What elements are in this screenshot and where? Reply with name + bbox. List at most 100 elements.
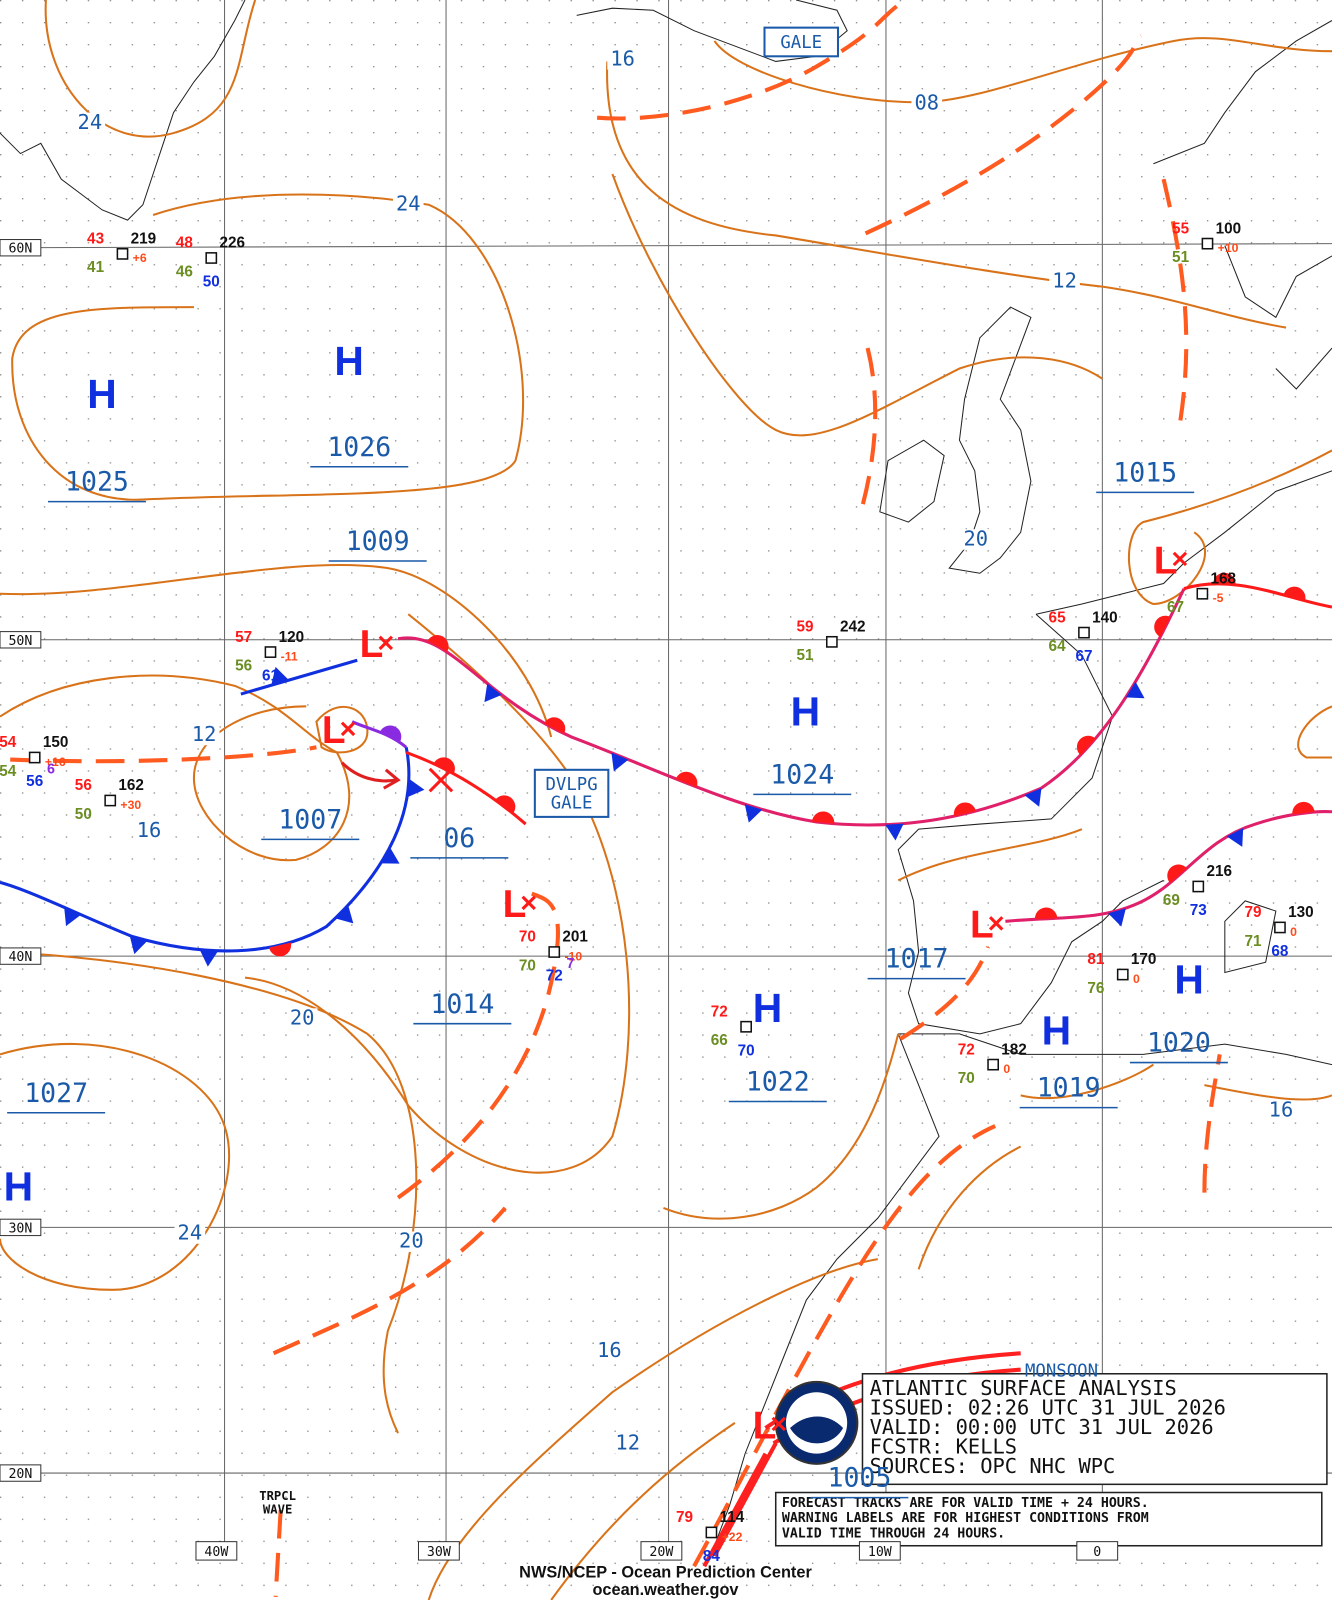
station-temp: 79 xyxy=(676,1509,693,1526)
warm-symbol xyxy=(427,635,449,652)
latitude-label: 50N xyxy=(8,634,32,649)
front-symbol xyxy=(611,752,629,772)
coastlines xyxy=(0,0,1332,1546)
station-dewpoint: 76 xyxy=(1087,980,1104,997)
station-tendency: 0 xyxy=(1133,972,1140,986)
station-marker xyxy=(740,1020,752,1033)
front-symbol xyxy=(199,949,219,967)
station-dewpoint: 51 xyxy=(796,647,813,664)
longitude-label: 30W xyxy=(427,1545,451,1560)
warning-label: MONSOON xyxy=(1025,1362,1098,1382)
pressure-label: 1017 xyxy=(885,944,949,975)
front-symbol xyxy=(1034,907,1058,920)
troughs xyxy=(10,3,1222,1598)
isobar-label: 12 xyxy=(615,1430,640,1454)
warning-box xyxy=(763,26,840,58)
pressure-label: 1007 xyxy=(278,804,342,835)
station-marker xyxy=(264,646,277,658)
station-tendency: 0 xyxy=(1003,1062,1010,1076)
front-symbol xyxy=(427,635,449,652)
cold-symbol xyxy=(271,666,289,686)
cold-symbol xyxy=(335,905,354,924)
station-sst: 61 xyxy=(262,668,279,685)
station-dewpoint: 64 xyxy=(1049,638,1066,655)
station-temp: 55 xyxy=(1172,220,1189,237)
station-marker xyxy=(116,247,129,260)
station-pressure: 150 xyxy=(43,734,69,751)
front-symbol xyxy=(885,823,904,841)
pressure-label: 1005 xyxy=(827,1463,891,1494)
isobar-label: 24 xyxy=(178,1221,203,1245)
station-dewpoint: 56 xyxy=(235,657,252,674)
label-box xyxy=(417,1541,460,1561)
front-symbol xyxy=(129,935,148,955)
isobar-label: 16 xyxy=(1269,1098,1294,1122)
station-dewpoint: 70 xyxy=(519,957,536,974)
header-forecaster: FCSTR: KELLS xyxy=(870,1434,1017,1458)
low-cross xyxy=(340,721,356,737)
station-tendency: 0 xyxy=(1290,925,1297,939)
warm-symbol xyxy=(495,795,516,814)
station-sst: 72 xyxy=(546,968,563,985)
isobar-label-bg xyxy=(911,93,943,114)
station-pressure: 201 xyxy=(562,929,588,946)
isobar-label: 16 xyxy=(597,1338,622,1362)
warm-symbol xyxy=(811,811,835,824)
cold-symbol xyxy=(1024,788,1042,807)
front xyxy=(405,750,527,826)
front-symbol xyxy=(1213,572,1236,585)
station-tendency: +10 xyxy=(1218,241,1239,255)
station-sst: 56 xyxy=(26,773,43,790)
front-symbol xyxy=(271,666,289,686)
station-marker xyxy=(987,1058,999,1071)
longitude-label: 20W xyxy=(649,1545,673,1560)
front-symbol xyxy=(1292,801,1315,815)
station-pressure: 130 xyxy=(1288,904,1314,921)
isobar-label-bg xyxy=(594,1341,625,1362)
footer-center: NWS/NCEP - Ocean Prediction Center xyxy=(519,1564,812,1582)
station-dewpoint: 54 xyxy=(0,763,17,780)
station-marker xyxy=(205,252,218,264)
isobar-label: 20 xyxy=(399,1229,424,1253)
isobar-label: 20 xyxy=(290,1006,315,1030)
station-temp: 65 xyxy=(1049,609,1066,626)
station-marker xyxy=(104,794,117,807)
station-pressure: 168 xyxy=(1211,570,1237,587)
isobar-label-bg xyxy=(174,1223,206,1244)
pressure-label: 1024 xyxy=(770,759,834,790)
low-center: L xyxy=(1154,539,1178,582)
pressure-label: 1020 xyxy=(1147,1028,1211,1059)
station-temp: 59 xyxy=(796,619,813,636)
front-symbol xyxy=(64,907,82,927)
station-temp: 70 xyxy=(519,929,536,946)
front xyxy=(0,746,411,953)
station-pressure: 120 xyxy=(279,629,305,646)
station-dewpoint: 46 xyxy=(176,263,193,280)
cold-symbol xyxy=(484,683,502,703)
station-temp: 48 xyxy=(176,235,193,252)
cold-symbol xyxy=(129,935,148,955)
station-marker xyxy=(825,635,838,648)
high-center: H xyxy=(753,985,782,1031)
front-symbol xyxy=(495,795,516,814)
isobar-label-bg xyxy=(1049,271,1080,292)
latitude-label: 30N xyxy=(8,1221,32,1236)
station-marker xyxy=(1078,626,1090,639)
warm-symbol xyxy=(675,771,698,788)
latitude-label: 20N xyxy=(8,1467,32,1482)
station-tendency: -11 xyxy=(281,649,298,663)
station-marker xyxy=(1274,921,1286,934)
cold-symbol xyxy=(407,778,425,798)
station-pressure: 216 xyxy=(1206,863,1232,880)
tropical-wave-label: WAVE xyxy=(263,1502,292,1516)
cold-symbol xyxy=(744,804,763,823)
station-pressure: 182 xyxy=(1001,1041,1027,1058)
isobar-label-bg xyxy=(607,49,638,70)
cold-symbol xyxy=(611,752,629,772)
latitude-label: 60N xyxy=(8,242,32,257)
station-dewpoint: 70 xyxy=(958,1070,975,1087)
low-center: L xyxy=(970,904,994,947)
front-symbol xyxy=(811,811,835,824)
low-center: L xyxy=(503,883,527,926)
front xyxy=(1183,582,1332,609)
